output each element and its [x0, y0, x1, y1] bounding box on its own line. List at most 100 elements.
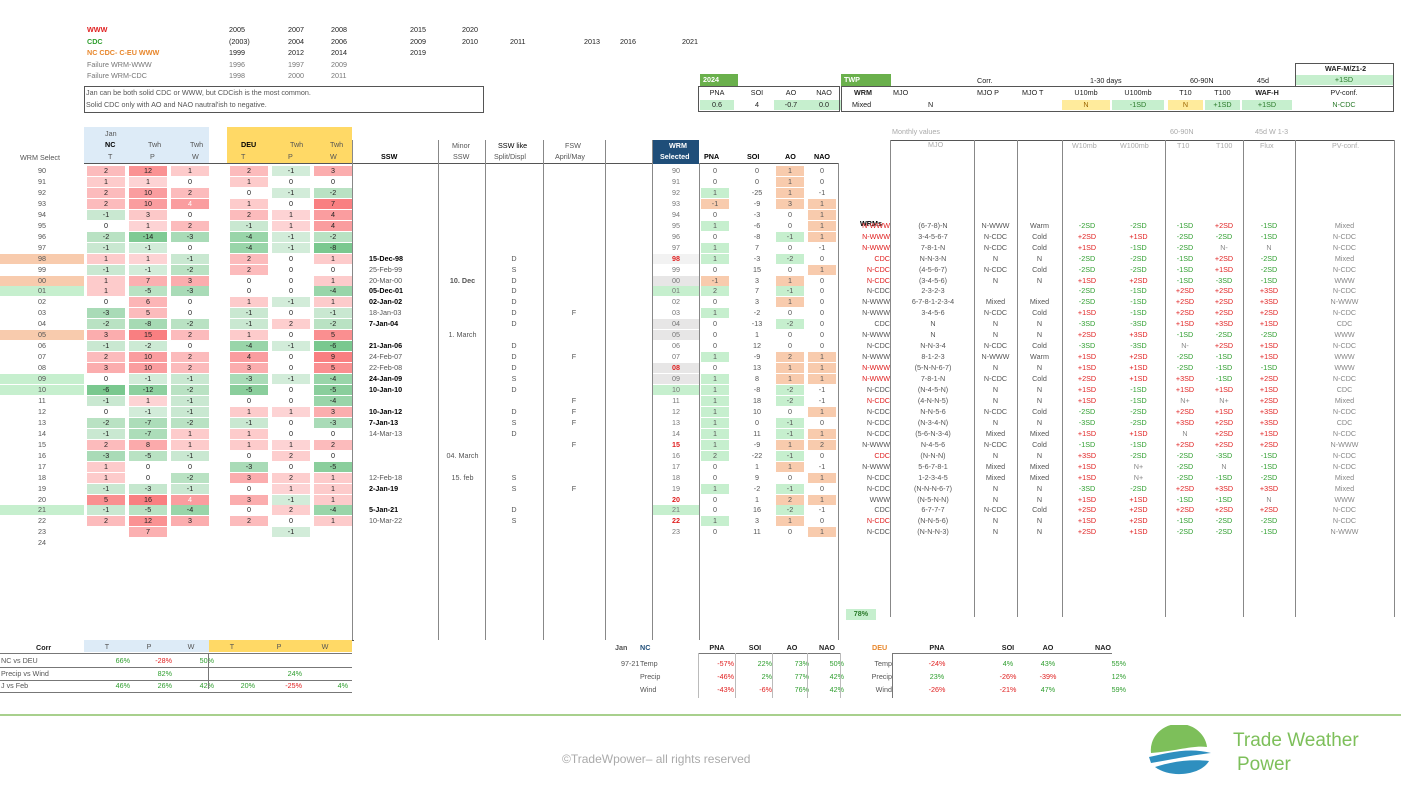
wrm-classification: WWW: [869, 494, 890, 504]
sd-w10: -2SD: [1078, 220, 1096, 230]
index-nao: 1: [808, 220, 836, 231]
header-wrmsel: WRM: [669, 141, 687, 150]
deu-corr-header: PNA: [929, 643, 945, 652]
sd-w10: +2SD: [1077, 505, 1097, 515]
sd-w100: +1SD: [1129, 363, 1148, 373]
nc-cell: -1: [171, 395, 209, 406]
wrm-selected-year: 99: [653, 264, 699, 275]
wrm-classification: N-WWW: [862, 439, 890, 449]
nc-cell: 2: [171, 187, 209, 198]
mjop-header: MJO P: [977, 88, 999, 97]
index-soi: 12: [753, 341, 761, 351]
index-ao: -1: [776, 483, 804, 494]
pv-conf: N-WWW: [1330, 297, 1359, 307]
wrm-selected-year: 90: [653, 166, 699, 176]
index-pna: 1: [701, 385, 729, 395]
twp-col-header: WAF-H: [1255, 88, 1279, 97]
wrm-classification: N-WWW: [862, 242, 890, 252]
index-soi: 0: [755, 417, 759, 427]
sd-w100: -2SD: [1130, 483, 1147, 493]
wrm-classification: N-WWW: [862, 231, 890, 241]
deu-corr-value: 55%: [1111, 659, 1126, 668]
legend-year: (2003): [229, 36, 250, 46]
deu-cell: 1: [230, 198, 268, 209]
row-year: 94: [0, 209, 84, 220]
nc-cell: 16: [129, 494, 167, 505]
index-pna: 1: [701, 242, 729, 253]
index-pna: 1: [701, 428, 729, 439]
index-soi: 8: [755, 374, 759, 384]
nc-cell: 0: [188, 297, 192, 307]
current-box-border: [698, 86, 840, 112]
sd-flux: -1SD: [1260, 363, 1278, 373]
index-soi: -13: [751, 319, 763, 329]
sd-t100: N: [1221, 461, 1227, 471]
twp-col-header: U100mb: [1124, 88, 1152, 97]
current-year-cell: [700, 74, 738, 86]
table-vline: [890, 140, 891, 617]
index-nao: 0: [820, 341, 824, 351]
sd-t100: +1SD: [1214, 385, 1234, 394]
nc-cell: 1: [129, 253, 167, 264]
fsw-flag: F: [571, 395, 577, 405]
index-soi: -9: [753, 439, 761, 449]
ssw-like: D: [511, 253, 517, 263]
current-value-soi: 4: [755, 100, 759, 109]
row-year: 05: [0, 330, 84, 341]
mjo-phase: Mixed: [985, 472, 1006, 482]
corr-value: 42%: [199, 681, 214, 690]
current-year: 2024: [703, 75, 719, 84]
index-pna: 0: [713, 341, 717, 351]
nc-corr-value: 22%: [757, 659, 772, 668]
row-year: 02: [0, 297, 84, 308]
mjo-sequence: 2-3-2-3: [921, 286, 945, 296]
sd-t100: N-: [1220, 242, 1228, 252]
ssw-like: D: [511, 319, 517, 329]
ssw-like: D: [511, 297, 517, 307]
nc-corr-vline: [840, 653, 841, 698]
nc-cell: 0: [188, 461, 192, 471]
index-nao: -1: [818, 187, 826, 197]
pv-conf: N-CDC: [1332, 428, 1357, 438]
pv-conf: N-CDC: [1332, 516, 1357, 526]
pv-conf: N-WWW: [1330, 439, 1359, 449]
mjo-phase: N-CDC: [983, 264, 1008, 274]
index-pna: 1: [701, 187, 729, 198]
index-nao: 0: [820, 319, 824, 329]
index-ao: 0: [788, 264, 792, 274]
nc-cell: -1: [87, 428, 125, 439]
nc-cell: 5: [129, 308, 167, 319]
nc-cell: 1: [87, 286, 125, 297]
ssw-date: 05-Dec-01: [369, 286, 403, 296]
nc-cell: 15: [129, 330, 167, 341]
corr-vline: [208, 653, 209, 689]
index-ao: 1: [776, 516, 804, 527]
pv-conf: N-CDC: [1332, 264, 1357, 274]
header-twh1: Twh: [148, 140, 162, 149]
mjo-sequence: 7-8-1-N: [920, 374, 946, 384]
mjo-sequence: (N-5-N-N): [917, 494, 949, 504]
header-twh2: Twh: [190, 140, 204, 149]
table-vline: [352, 140, 353, 640]
sd-t10: -2SD: [1176, 352, 1194, 362]
deu-cell: 3: [230, 494, 268, 505]
index-ao: -1: [776, 428, 804, 439]
nc-cell: 2: [87, 352, 125, 363]
current-value-ao: -0.7: [774, 100, 808, 110]
index-soi: 7: [755, 242, 759, 252]
mjo-sequence: (N-4-5-N): [917, 385, 949, 394]
mjo-temp: N: [1036, 363, 1043, 373]
index-soi: -22: [751, 450, 763, 460]
mjo-phase: N: [992, 516, 999, 526]
index-nao: 1: [808, 363, 836, 374]
mjo-phase: N: [992, 483, 999, 493]
legend-year: 2009: [410, 36, 426, 46]
ssw-like: S: [511, 516, 517, 526]
table-vline: [974, 140, 975, 617]
nc-cell: -3: [171, 231, 209, 242]
deu-corr-value: 47%: [1040, 685, 1056, 694]
sd-t100: -1SD: [1215, 363, 1233, 373]
nc-cell: -1: [87, 341, 125, 352]
mjo-temp: N: [1036, 385, 1043, 394]
deu-cell: -5: [230, 385, 268, 395]
